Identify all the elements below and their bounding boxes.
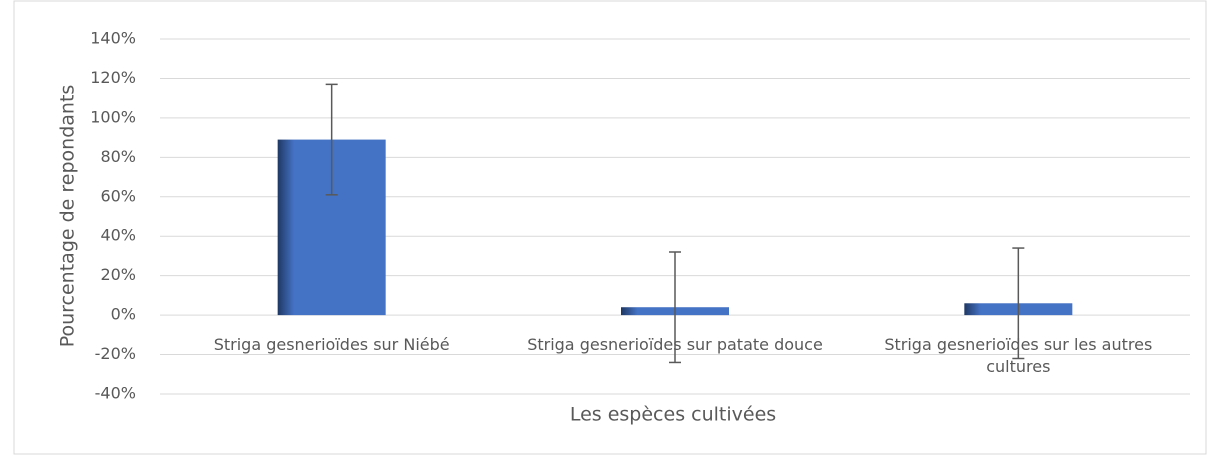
x-tick-label: Striga gesnerioïdes sur patate douce — [527, 335, 823, 355]
x-tick-label: Striga gesnerioïdes sur Niébé — [213, 335, 450, 355]
y-tick-label: 120% — [90, 68, 136, 87]
y-tick-label: 100% — [90, 107, 136, 126]
y-tick-label: -20% — [95, 344, 136, 363]
y-tick-label: 80% — [100, 147, 136, 166]
y-tick-label: -40% — [95, 384, 136, 403]
y-tick-label: 20% — [100, 265, 136, 284]
y-tick-label: 40% — [100, 226, 136, 245]
x-tick-label: Striga gesnerioïdes sur les autres cultu… — [884, 335, 1153, 377]
y-tick-label: 60% — [100, 186, 136, 205]
y-axis-title: Pourcentage de repondants — [57, 85, 79, 348]
x-axis-title: Les espèces cultivées — [570, 404, 776, 426]
y-tick-label: 140% — [90, 29, 136, 48]
chart-border — [13, 0, 1207, 455]
y-tick-label: 0% — [111, 305, 136, 324]
